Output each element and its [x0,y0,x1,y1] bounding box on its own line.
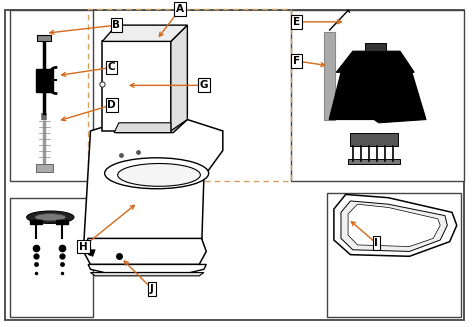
Text: B: B [112,20,120,30]
Ellipse shape [105,158,209,189]
FancyBboxPatch shape [10,10,93,181]
Ellipse shape [27,211,74,223]
Polygon shape [114,123,171,132]
Polygon shape [102,25,187,42]
FancyBboxPatch shape [37,35,51,42]
FancyBboxPatch shape [365,43,386,51]
Polygon shape [336,51,414,72]
Polygon shape [334,195,457,256]
FancyBboxPatch shape [10,198,93,317]
Polygon shape [329,72,426,123]
Ellipse shape [118,164,201,186]
Text: D: D [108,100,116,110]
Polygon shape [88,265,206,273]
Text: A: A [176,4,184,14]
Text: F: F [292,56,300,66]
Polygon shape [102,42,171,131]
Polygon shape [83,238,206,265]
Text: H: H [79,242,88,251]
FancyBboxPatch shape [327,193,462,317]
FancyBboxPatch shape [348,159,400,164]
FancyBboxPatch shape [292,10,464,181]
Text: I: I [374,238,378,248]
FancyBboxPatch shape [350,132,398,146]
Polygon shape [88,250,95,256]
Polygon shape [348,204,440,247]
FancyBboxPatch shape [36,69,53,92]
FancyBboxPatch shape [5,10,464,320]
Polygon shape [91,273,204,276]
FancyBboxPatch shape [56,220,68,224]
Polygon shape [171,25,187,131]
Polygon shape [83,120,223,250]
Text: G: G [200,80,208,90]
FancyBboxPatch shape [36,164,53,172]
FancyBboxPatch shape [324,32,335,120]
Text: J: J [150,284,154,294]
Polygon shape [341,201,447,251]
Ellipse shape [35,214,66,221]
Text: C: C [108,62,116,73]
FancyBboxPatch shape [30,220,42,224]
Text: E: E [292,17,300,27]
